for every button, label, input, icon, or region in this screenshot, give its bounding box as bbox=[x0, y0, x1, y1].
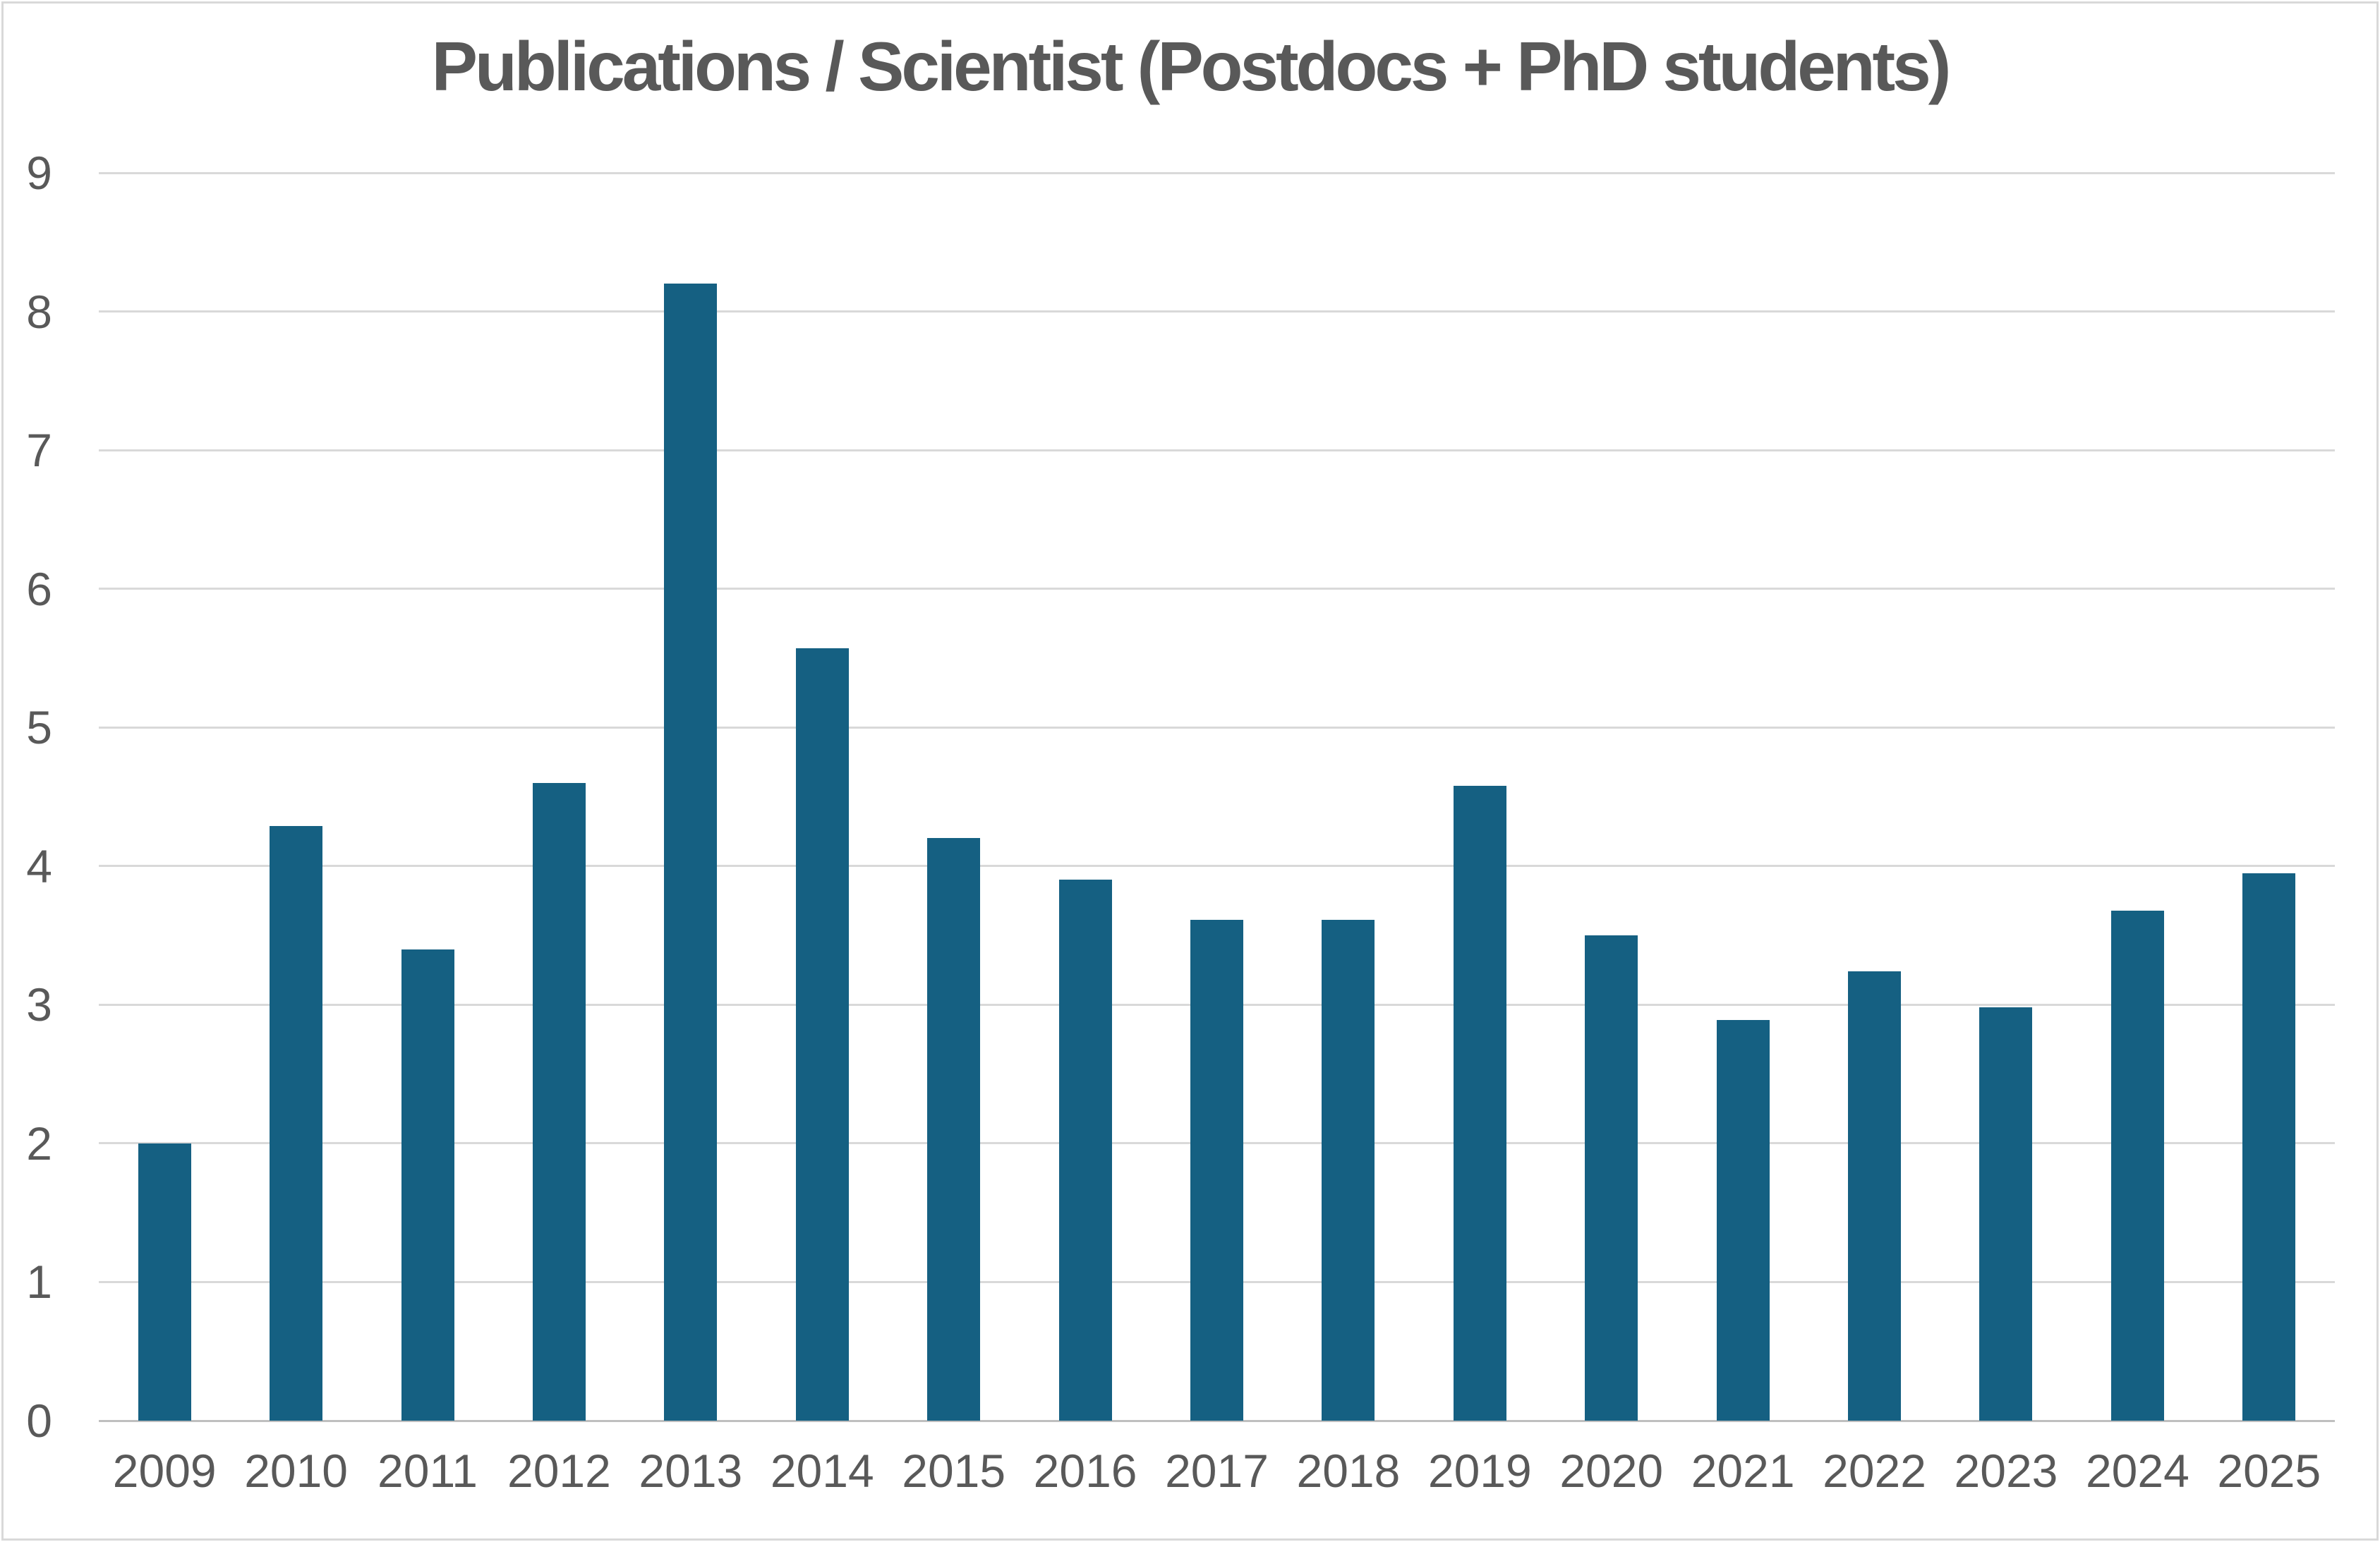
bar-2018 bbox=[1322, 920, 1375, 1421]
bar-2024 bbox=[2110, 910, 2164, 1421]
x-axis-tick-label-2010: 2010 bbox=[244, 1445, 349, 1497]
x-axis-tick-label-2021: 2021 bbox=[1691, 1445, 1795, 1497]
gridline-4 bbox=[99, 865, 2335, 868]
x-axis-tick-label-2009: 2009 bbox=[112, 1445, 217, 1497]
x-axis-tick-label-2015: 2015 bbox=[902, 1445, 1006, 1497]
bar-2012 bbox=[532, 782, 586, 1421]
x-axis-tick-label-2022: 2022 bbox=[1823, 1445, 1926, 1497]
bar-2022 bbox=[1848, 971, 1902, 1421]
y-axis-tick-label-7: 7 bbox=[26, 424, 52, 477]
bar-2010 bbox=[270, 825, 323, 1421]
x-axis-tick-label-2019: 2019 bbox=[1427, 1445, 1532, 1497]
plot-area bbox=[99, 171, 2335, 1422]
bar-2015 bbox=[927, 838, 981, 1421]
x-axis-tick-label-2011: 2011 bbox=[377, 1445, 478, 1497]
x-axis-line bbox=[99, 1419, 2335, 1422]
bar-2009 bbox=[138, 1143, 191, 1421]
bar-2013 bbox=[664, 284, 718, 1421]
bar-2011 bbox=[401, 949, 454, 1421]
gridline-9 bbox=[99, 171, 2335, 174]
y-axis-tick-label-8: 8 bbox=[26, 285, 52, 338]
bar-2014 bbox=[795, 648, 849, 1421]
x-axis-tick-label-2013: 2013 bbox=[639, 1445, 743, 1497]
bar-2016 bbox=[1058, 880, 1112, 1421]
x-axis-tick-label-2023: 2023 bbox=[1954, 1445, 2058, 1497]
y-axis-tick-label-9: 9 bbox=[26, 147, 52, 199]
x-axis-tick-label-2017: 2017 bbox=[1165, 1445, 1269, 1497]
x-axis-tick-label-2012: 2012 bbox=[507, 1445, 611, 1497]
bar-2020 bbox=[1585, 935, 1638, 1421]
gridline-6 bbox=[99, 588, 2335, 590]
x-axis-tick-label-2016: 2016 bbox=[1033, 1445, 1137, 1497]
x-axis-tick-label-2020: 2020 bbox=[1559, 1445, 1664, 1497]
y-axis-tick-label-1: 1 bbox=[26, 1256, 52, 1309]
x-axis-tick-label-2014: 2014 bbox=[770, 1445, 874, 1497]
y-axis-tick-label-5: 5 bbox=[26, 701, 52, 754]
x-axis-tick-label-2024: 2024 bbox=[2085, 1445, 2189, 1497]
gridline-7 bbox=[99, 449, 2335, 451]
gridline-5 bbox=[99, 726, 2335, 729]
y-axis-tick-label-2: 2 bbox=[26, 1117, 52, 1170]
x-axis-tick-label-2025: 2025 bbox=[2217, 1445, 2321, 1497]
bar-2021 bbox=[1716, 1019, 1770, 1421]
y-axis-tick-label-0: 0 bbox=[26, 1395, 52, 1447]
bar-2019 bbox=[1453, 785, 1506, 1421]
bar-2017 bbox=[1190, 920, 1243, 1421]
y-axis-tick-label-6: 6 bbox=[26, 562, 52, 615]
y-axis-tick-label-4: 4 bbox=[26, 839, 52, 892]
gridline-8 bbox=[99, 310, 2335, 313]
bar-2025 bbox=[2242, 873, 2296, 1421]
y-axis-tick-label-3: 3 bbox=[26, 978, 52, 1031]
bar-2023 bbox=[1979, 1007, 2033, 1421]
chart-title: Publications / Scientist (Postdocs + PhD… bbox=[431, 28, 1952, 105]
x-axis-tick-label-2018: 2018 bbox=[1296, 1445, 1401, 1497]
